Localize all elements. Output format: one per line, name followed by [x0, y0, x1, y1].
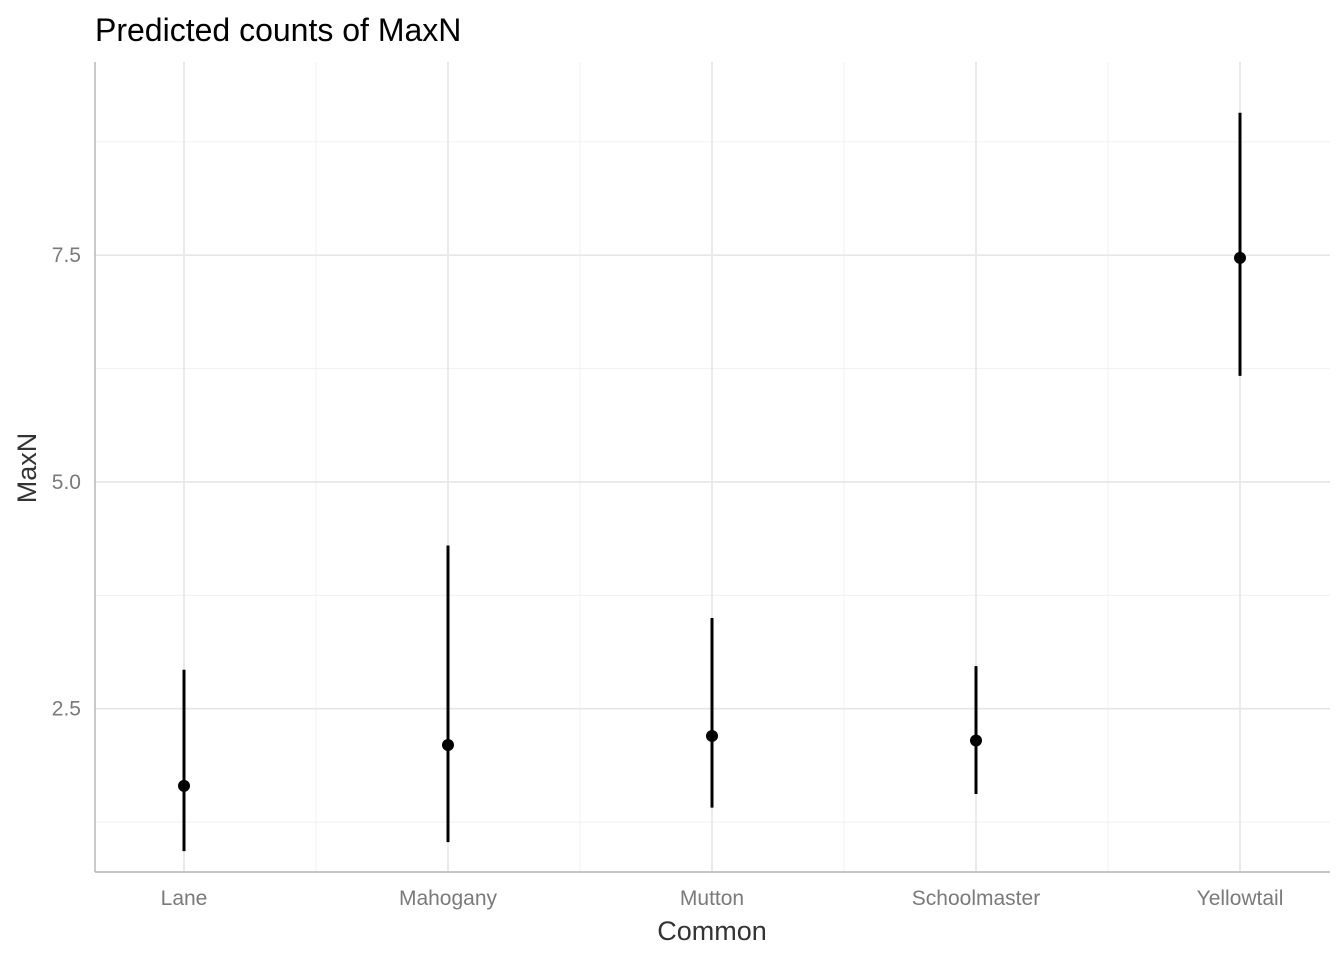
x-tick-label: Lane	[161, 887, 208, 910]
chart-title: Predicted counts of MaxN	[95, 12, 461, 48]
axes	[94, 62, 1330, 873]
data-point	[178, 779, 190, 792]
x-tick-label: Yellowtail	[1197, 887, 1284, 910]
x-tick-label: Mutton	[680, 887, 744, 910]
data-marks	[178, 112, 1246, 852]
y-tick-label: 7.5	[52, 244, 81, 267]
data-point	[442, 739, 454, 752]
x-tick-label: Schoolmaster	[912, 887, 1040, 910]
y-tick-label: 5.0	[52, 471, 81, 494]
data-point	[1234, 251, 1246, 264]
data-point	[706, 729, 718, 742]
x-tick-label: Mahogany	[399, 887, 498, 910]
y-tick-label: 2.5	[52, 698, 81, 721]
x-axis-title: Common	[657, 916, 767, 946]
y-axis-title: MaxN	[12, 433, 42, 504]
tick-labels: 2.5 5.0 7.5 Lane Mahogany Mutton Schoolmaster Y…	[52, 244, 1284, 910]
data-point	[970, 734, 982, 747]
